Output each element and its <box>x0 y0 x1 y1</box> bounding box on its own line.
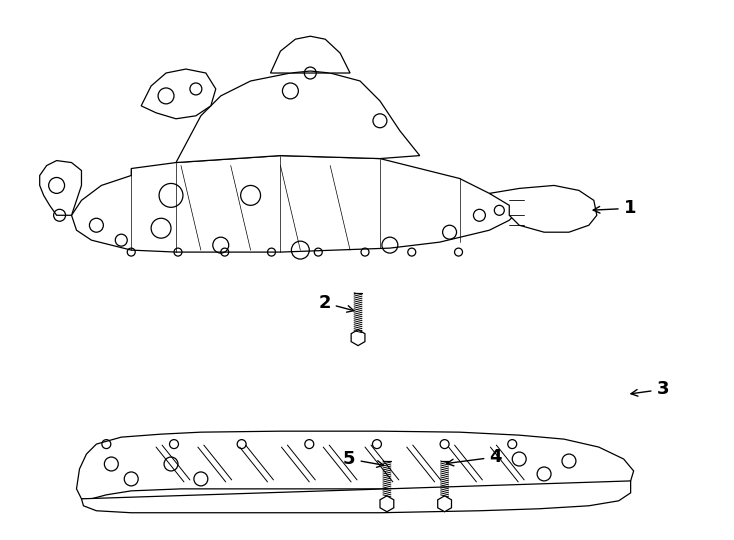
Polygon shape <box>40 160 81 215</box>
Polygon shape <box>176 73 420 163</box>
Text: 4: 4 <box>447 448 502 466</box>
Polygon shape <box>71 156 519 252</box>
Polygon shape <box>351 330 365 346</box>
Polygon shape <box>490 185 597 232</box>
Polygon shape <box>271 36 350 73</box>
Polygon shape <box>380 496 393 512</box>
Text: 1: 1 <box>593 199 636 217</box>
Polygon shape <box>437 496 451 512</box>
Text: 2: 2 <box>319 294 354 312</box>
Polygon shape <box>76 431 633 499</box>
Polygon shape <box>141 69 216 119</box>
Text: 3: 3 <box>631 380 669 399</box>
Text: 5: 5 <box>343 450 384 468</box>
Polygon shape <box>81 481 631 513</box>
